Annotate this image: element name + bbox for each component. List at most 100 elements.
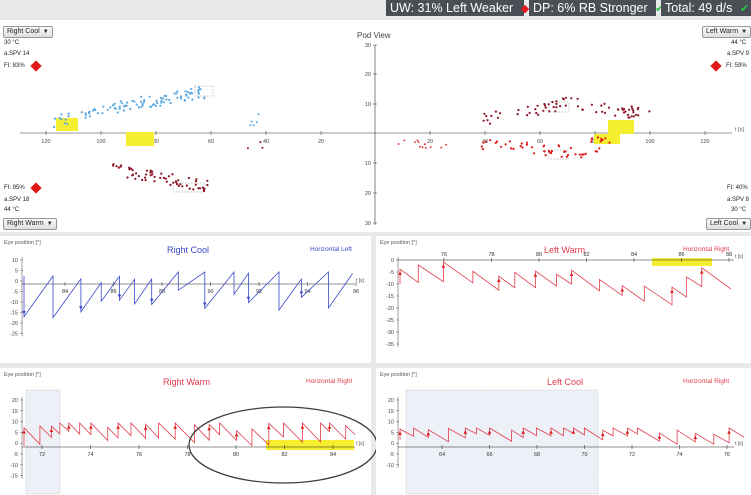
right-cool-spv: a.SPV 14 (4, 51, 30, 57)
right-warm-fi: FI: 95% (4, 185, 25, 191)
pod-point (177, 179, 180, 182)
beat-marker (398, 271, 402, 276)
pod-point (622, 111, 626, 114)
pod-point (604, 137, 607, 140)
pod-point (176, 96, 179, 99)
pod-point (496, 116, 500, 119)
chevron-down-icon: ▼ (46, 221, 53, 227)
tick-label: 30 (365, 221, 371, 227)
left-cool-dropdown[interactable]: Left Cool ▼ (706, 218, 751, 230)
beat-marker (300, 425, 305, 429)
right-cool-temp: 30 °C (4, 40, 20, 46)
pod-point (64, 118, 67, 121)
pod-point (482, 141, 485, 144)
pod-point (259, 141, 262, 143)
pod-point (135, 103, 138, 106)
tick-label: 5 (15, 430, 18, 436)
tick-label: t [s] (356, 278, 365, 284)
checkmark-icon: ✔ (655, 3, 665, 15)
pod-point (252, 124, 255, 127)
pod-point (414, 141, 416, 143)
beat-marker (693, 435, 698, 440)
pod-point (484, 140, 487, 143)
beat-marker (569, 272, 574, 277)
tick-label: -10 (386, 282, 394, 288)
pod-point (63, 122, 66, 125)
pod-point (131, 173, 135, 176)
tick-label: -5 (389, 452, 394, 458)
pod-point (106, 108, 109, 111)
pod-point (169, 101, 172, 105)
beat-marker (463, 430, 468, 434)
pod-point (153, 175, 156, 178)
beat-marker (67, 425, 71, 429)
tick-label: 10 (365, 102, 371, 108)
pod-point (403, 139, 406, 142)
pod-point (525, 143, 529, 146)
pod-point (112, 104, 115, 107)
pod-point (84, 114, 87, 117)
pod-point (177, 184, 180, 187)
tick-label: 70 (581, 452, 587, 458)
pod-point (599, 140, 602, 143)
pod-point (145, 169, 149, 172)
pod-point (197, 90, 200, 94)
beat-marker (149, 298, 154, 303)
pod-point (603, 111, 607, 114)
beat-marker (657, 435, 662, 439)
right-warm-dropdown[interactable]: Right Warm ▼ (3, 218, 57, 230)
right-warm-temp: 44 °C (4, 207, 20, 213)
pod-point (250, 120, 253, 123)
tick-label: t [s] (356, 441, 365, 447)
beat-marker (487, 430, 492, 434)
pod-point (532, 152, 536, 155)
pod-point (595, 150, 599, 153)
eye-position-trace (23, 422, 356, 447)
pod-point (171, 173, 174, 176)
pod-point (261, 146, 264, 149)
pod-point (149, 169, 152, 172)
pod-point (60, 113, 63, 116)
pod-point (164, 177, 167, 180)
tick-label: t [s] (735, 127, 744, 133)
beat-marker (441, 264, 446, 268)
pod-point (96, 112, 99, 115)
direction-label: Horizontal Right (683, 246, 730, 253)
tick-label: 10 (365, 161, 371, 167)
pod-point (559, 105, 562, 108)
pod-point (601, 110, 604, 113)
pod-point (198, 187, 202, 190)
pod-point (637, 114, 640, 117)
pod-point (185, 93, 188, 96)
pod-point (445, 143, 447, 146)
y-axis-label: Eye position [°] (380, 372, 417, 378)
pod-view-title: Pod View (357, 31, 391, 40)
beat-marker (89, 425, 93, 429)
tick-label: 100 (645, 139, 654, 145)
beat-marker (79, 306, 83, 310)
analysis-window (652, 258, 712, 266)
right-cool-dropdown[interactable]: Right Cool ▼ (3, 26, 53, 38)
checkmark-icon: ✔ (739, 3, 750, 15)
pod-point (424, 147, 427, 149)
pod-point (536, 104, 539, 107)
tick-label: -15 (386, 294, 394, 300)
eye-trace-plot: 0 -5 -10 -15 -20 -25 -30 -35 76 78 80 82 84 86 88 t [s] (386, 252, 744, 348)
pod-point (118, 107, 121, 110)
pod-point (91, 109, 94, 112)
left-warm-dropdown[interactable]: Left Warm ▼ (702, 26, 751, 38)
beat-marker (600, 432, 605, 437)
pod-point (87, 112, 91, 115)
tick-label: 72 (629, 452, 635, 458)
pod-point (489, 139, 492, 142)
pod-point (181, 185, 184, 188)
left-warm-panel: Eye position [°] Left Warm Horizontal Ri… (376, 236, 751, 363)
pod-point (192, 188, 195, 191)
pod-point (67, 112, 70, 115)
uw-badge-text: UW: 31% Left Weaker (390, 1, 514, 15)
pod-point (623, 108, 626, 111)
pod-point (551, 100, 554, 104)
pod-point (648, 110, 651, 113)
panel-title: Right Warm (163, 377, 211, 387)
